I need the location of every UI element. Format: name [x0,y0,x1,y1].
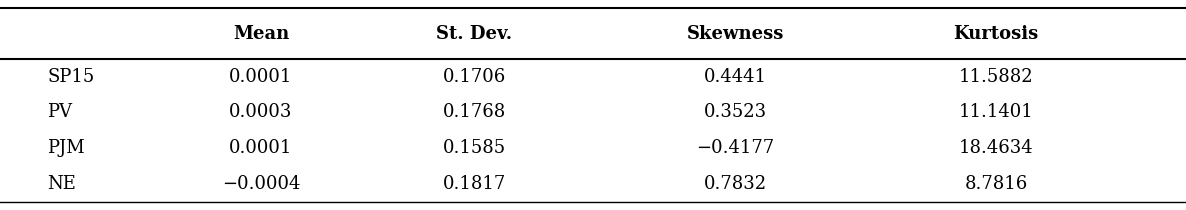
Text: 0.7832: 0.7832 [703,175,767,193]
Text: 18.4634: 18.4634 [959,139,1033,157]
Text: 8.7816: 8.7816 [964,175,1028,193]
Text: 0.1706: 0.1706 [442,68,506,86]
Text: −0.4177: −0.4177 [696,139,774,157]
Text: Skewness: Skewness [687,25,784,43]
Text: 0.1585: 0.1585 [442,139,506,157]
Text: 0.0001: 0.0001 [229,68,293,86]
Text: PV: PV [47,103,72,121]
Text: 0.0001: 0.0001 [229,139,293,157]
Text: 11.5882: 11.5882 [959,68,1033,86]
Text: Kurtosis: Kurtosis [954,25,1039,43]
Text: St. Dev.: St. Dev. [436,25,512,43]
Text: PJM: PJM [47,139,85,157]
Text: 0.1768: 0.1768 [442,103,506,121]
Text: 0.0003: 0.0003 [229,103,293,121]
Text: 0.3523: 0.3523 [703,103,767,121]
Text: SP15: SP15 [47,68,95,86]
Text: NE: NE [47,175,76,193]
Text: 11.1401: 11.1401 [958,103,1034,121]
Text: 0.4441: 0.4441 [703,68,767,86]
Text: 0.1817: 0.1817 [442,175,506,193]
Text: Mean: Mean [232,25,289,43]
Text: −0.0004: −0.0004 [222,175,300,193]
